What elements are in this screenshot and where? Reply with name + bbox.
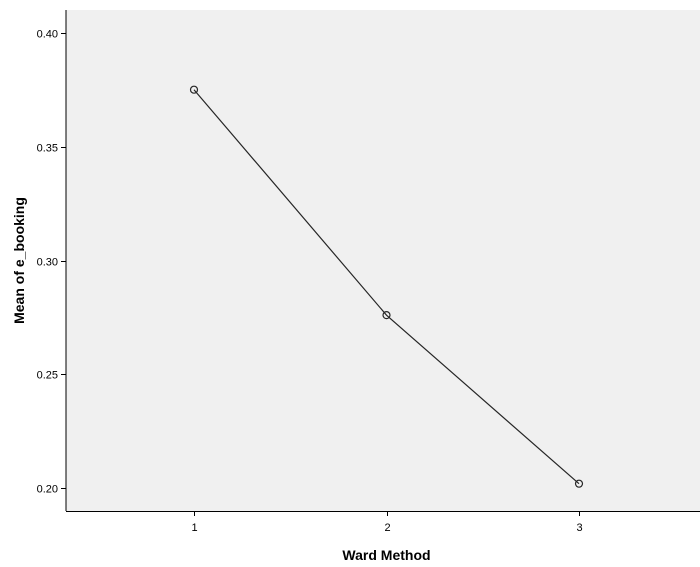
data-point [189,85,199,94]
y-tick-label: 0.20 [37,484,58,496]
y-tick-label: 0.40 [37,29,58,41]
plot-area [66,10,700,511]
x-axis-title: Ward Method [342,547,430,563]
data-point [574,479,584,488]
data-point [382,311,391,320]
y-tick-label: 0.35 [37,143,58,155]
x-tick-label: 2 [384,522,390,534]
y-tick-label: 0.30 [37,257,58,269]
series-line [193,89,580,485]
series [189,85,584,488]
x-tick-label: 3 [576,522,582,534]
y-axis: 0.20 0.25 0.30 0.35 0.40 [37,10,67,511]
y-axis-title: Mean of e_booking [11,197,27,324]
x-tick-label: 1 [191,522,197,534]
x-axis: 1 2 3 [66,511,700,534]
y-tick-label: 0.25 [37,370,58,382]
